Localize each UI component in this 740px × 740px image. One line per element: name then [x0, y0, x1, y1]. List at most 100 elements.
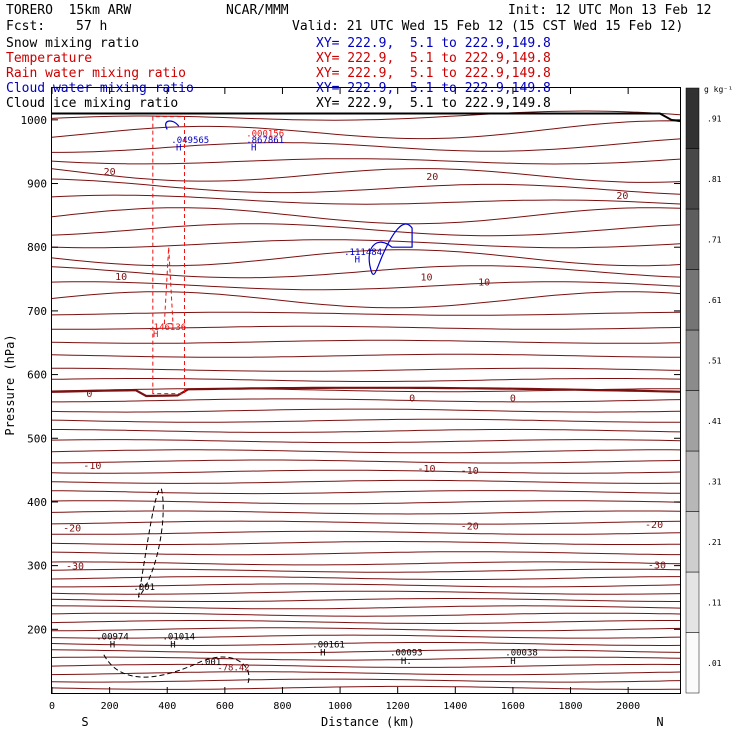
isotherm-line: [52, 642, 680, 646]
maximum-label: .00161: [312, 640, 345, 650]
isotherm-line: [52, 158, 680, 165]
isotherm-label: 0: [409, 394, 415, 405]
maximum-label: H: [110, 640, 115, 650]
isotherm-line: [52, 325, 680, 330]
isotherm-line: [52, 649, 680, 654]
x-tick-label: 2000: [616, 701, 640, 712]
isotherm-line: [52, 551, 680, 556]
colorbar-swatch: [685, 148, 700, 210]
isotherm-line: [52, 249, 680, 267]
colorbar-label: .81: [707, 175, 722, 184]
y-tick-label: 500: [27, 432, 47, 445]
y-tick-label: 200: [27, 623, 47, 636]
freezing-isotherm: [52, 386, 680, 398]
colorbar-label: .41: [707, 417, 722, 426]
isotherm-line: [52, 353, 680, 358]
y-tick-label: 700: [27, 305, 47, 318]
maximum-label: .001: [133, 583, 155, 593]
ice-contour: [137, 488, 164, 598]
colorbar-swatch: [685, 571, 700, 633]
fcst-value: 57 h: [76, 19, 108, 34]
isotherm-line: [52, 439, 680, 444]
y-tick-label: 600: [27, 369, 47, 382]
field-xy-cloud-ice: XY= 222.9, 5.1 to 222.9,149.8: [316, 96, 551, 111]
maximum-label: .01014: [162, 633, 195, 643]
maximum-label: .001: [200, 658, 222, 668]
isotherm-line: [52, 428, 680, 433]
isotherm-line: [52, 194, 680, 205]
colorbar-unit: g kg⁻¹: [704, 85, 733, 94]
isotherm-label: 0: [86, 389, 92, 400]
isotherm-label: -30: [648, 560, 666, 571]
x-tick-label: 1800: [558, 701, 582, 712]
isotherm-line: [52, 239, 680, 249]
maximum-label: .111484: [344, 248, 382, 258]
x-tick-label: 400: [158, 701, 176, 712]
isotherm-line: [52, 510, 680, 515]
isotherm-line: [52, 469, 680, 474]
isotherm-line: [52, 568, 680, 573]
colorbar-label: .11: [707, 598, 722, 607]
x-tick-label: 1600: [501, 701, 525, 712]
ice-contour-upper: [103, 654, 250, 684]
isotherm-line: [52, 311, 680, 316]
isotherm-label: 10: [420, 273, 432, 284]
fcst-label: Fcst:: [6, 19, 46, 34]
field-xy-rain: XY= 222.9, 5.1 to 222.9,149.8: [316, 66, 551, 81]
colorbar-label: .01: [707, 659, 722, 668]
y-axis-title: Pressure (hPa): [3, 334, 17, 435]
isotherm-line: [52, 110, 680, 121]
isotherm-line: [52, 459, 680, 464]
isotherm-line: [52, 378, 680, 382]
isotherm-line: [52, 634, 680, 639]
isotherm-label: 0: [510, 394, 516, 405]
maximum-label: .00093: [390, 649, 423, 659]
maximum-label: H: [170, 640, 175, 650]
colorbar-swatch: [685, 208, 700, 270]
isotherm-line: [52, 590, 680, 595]
x-tick-label: 0: [49, 701, 55, 712]
center-label: NCAR/MMM: [226, 3, 289, 18]
maximum-label: H: [510, 657, 515, 667]
y-tick-label: 400: [27, 496, 47, 509]
isotherm-line: [52, 449, 680, 454]
colorbar-swatch: [685, 269, 700, 331]
maximum-label: .00038: [505, 649, 538, 659]
cloud-water-contour: [368, 223, 413, 275]
x-tick-label: 200: [101, 701, 119, 712]
endpoint-south: S: [81, 715, 88, 729]
field-xy-cloud-water: XY= 222.9, 5.1 to 222.9,149.8: [316, 81, 551, 96]
isotherm-line: [52, 520, 680, 525]
isotherm-label: -10: [83, 461, 101, 472]
isotherm-label: -10: [461, 466, 479, 477]
isotherm-line: [52, 281, 680, 291]
isotherm-line: [52, 223, 680, 237]
rain-contour-outer: [152, 116, 186, 395]
y-tick-label: 800: [27, 241, 47, 254]
isotherm-label: -20: [63, 523, 81, 534]
maximum-label: .146136: [148, 323, 186, 333]
isotherm-label: -30: [66, 562, 84, 573]
isotherm-line: [52, 265, 680, 279]
isotherm-label: -20: [645, 520, 663, 531]
isotherm-line: [52, 490, 680, 495]
maximum-label: H: [176, 144, 181, 154]
y-tick-label: 1000: [21, 114, 48, 127]
isotherm-label: 20: [616, 191, 628, 202]
isotherm-line: [52, 612, 680, 617]
x-tick-label: 800: [273, 701, 291, 712]
x-tick-label: 1200: [386, 701, 410, 712]
colorbar-swatch: [685, 329, 700, 391]
model-label: TORERO 15km ARW: [6, 3, 132, 18]
colorbar-label: .71: [707, 235, 722, 244]
colorbar-label: .31: [707, 477, 722, 486]
isotherm-line: [52, 620, 680, 624]
isotherm-line: [52, 663, 680, 668]
maximum-label: .049565: [171, 136, 209, 146]
field-name-cloud-ice: Cloud ice mixing ratio: [6, 96, 179, 111]
x-tick-label: 1400: [443, 701, 467, 712]
isotherm-label: -20: [461, 522, 479, 533]
isotherm-line: [52, 583, 680, 588]
isotherm-line: [52, 576, 680, 580]
isotherm-line: [52, 398, 680, 403]
